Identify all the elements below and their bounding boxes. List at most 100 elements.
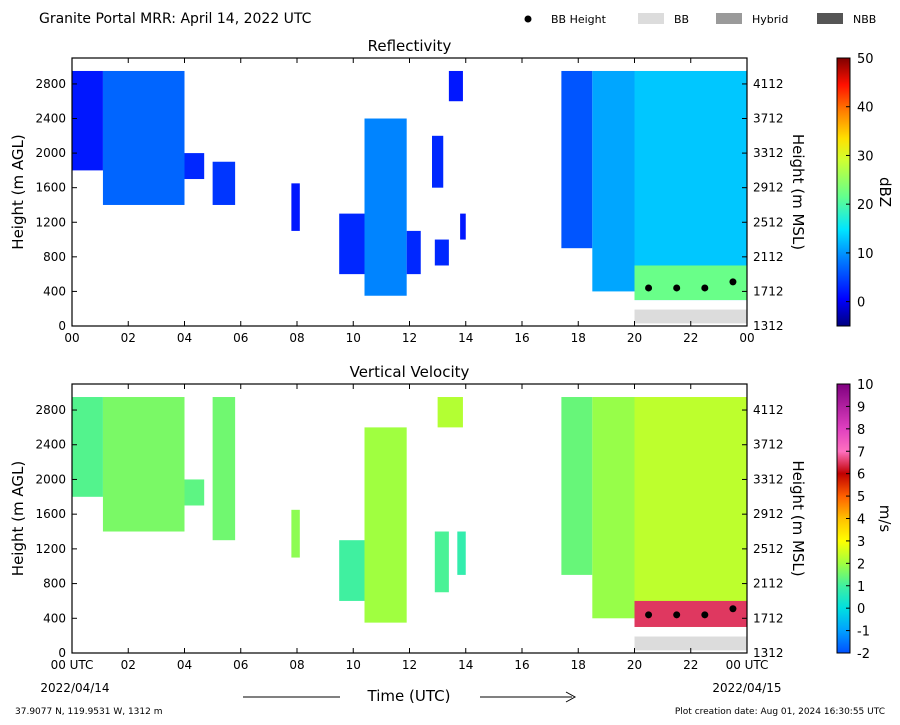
y-tick-label: 2800 (35, 403, 66, 417)
colorbar-tick-label: 1 (857, 580, 865, 595)
x-tick-label: 14 (458, 331, 473, 345)
bright-band-flag (634, 636, 747, 651)
x-tick-label: 20 (627, 331, 642, 345)
data-segment (448, 70, 463, 102)
data-segment (72, 70, 103, 171)
y-axis-title: Height (m AGL) (9, 461, 27, 576)
colorbar-tick-label: -2 (857, 647, 870, 662)
colorbar-tick-label: 3 (857, 535, 865, 550)
colorbar-tick-label: 6 (857, 468, 865, 483)
colorbar-tick-label: 0 (857, 602, 865, 617)
data-segment (184, 479, 205, 506)
y-tick-label: 2400 (35, 112, 66, 126)
y-axis-title: Height (m AGL) (9, 134, 27, 249)
bb-height-point (729, 278, 737, 286)
y-axis-title-right: Height (m MSL) (789, 134, 807, 250)
bb-height-point (729, 605, 737, 613)
start-date-label: 2022/04/14 (40, 681, 109, 695)
x-tick-label: 06 (233, 658, 248, 672)
data-segment (561, 70, 593, 249)
data-segment (457, 531, 466, 575)
x-tick-label: 00 UTC (51, 658, 94, 672)
x-tick-label: 04 (177, 658, 192, 672)
y-tick-label-right: 3312 (753, 146, 784, 160)
data-segment (212, 397, 236, 541)
legend-label: BB Height (551, 13, 607, 26)
bb-height-point (673, 611, 681, 619)
colorbar-tick-label: 0 (857, 296, 865, 311)
x-tick-label: 16 (514, 331, 529, 345)
data-segment (102, 70, 185, 205)
data-segment (561, 397, 593, 575)
colorbar-label: m/s (876, 505, 894, 533)
colorbar-tick-label: 2 (857, 557, 865, 572)
colorbar-tick-label: -1 (857, 625, 870, 640)
legend-label: NBB (853, 13, 876, 26)
data-segment (406, 230, 421, 275)
legend: BB Height BB Hybrid NBB (524, 13, 876, 26)
end-date-label: 2022/04/15 (712, 681, 781, 695)
y-tick-label-right: 2112 (753, 577, 784, 591)
y-tick-label-right: 4112 (753, 403, 784, 417)
x-tick-label: 08 (289, 331, 304, 345)
bb-height-point (673, 284, 681, 292)
bb-height-point (645, 611, 653, 619)
data-segment (634, 265, 747, 301)
x-tick-label: 12 (402, 658, 417, 672)
y-tick-label: 1600 (35, 181, 66, 195)
data-segment (72, 397, 103, 497)
x-tick-label: 18 (571, 331, 586, 345)
data-segment (364, 118, 407, 296)
x-tick-label: 00 (739, 331, 754, 345)
x-tick-label: 00 UTC (726, 658, 769, 672)
y-tick-label-right: 3712 (753, 438, 784, 452)
x-tick-label: 22 (683, 658, 698, 672)
x-tick-label: 14 (458, 658, 473, 672)
y-tick-label-right: 2912 (753, 507, 784, 521)
bb-height-point (645, 284, 653, 292)
colorbar-tick-label: 40 (857, 101, 874, 116)
x-axis-title: Time (UTC) (367, 687, 451, 705)
x-tick-label: 06 (233, 331, 248, 345)
data-segment (102, 397, 185, 532)
data-segment (634, 397, 747, 627)
data-segment (291, 183, 300, 231)
data-segment (434, 239, 449, 266)
data-segment (434, 531, 449, 593)
x-tick-label: 00 (64, 331, 79, 345)
legend-swatch (817, 13, 843, 24)
x-tick-label: 16 (514, 658, 529, 672)
y-tick-label: 400 (43, 611, 66, 625)
y-tick-label-right: 2512 (753, 542, 784, 556)
y-tick-label-right: 2912 (753, 181, 784, 195)
colorbar-tick-label: 4 (857, 513, 865, 528)
x-tick-label: 20 (627, 658, 642, 672)
colorbar-label: dBZ (876, 177, 894, 207)
colorbar-tick-label: 20 (857, 198, 874, 213)
x-tick-label: 04 (177, 331, 192, 345)
y-tick-label: 2400 (35, 438, 66, 452)
data-segment (592, 397, 635, 619)
data-segment (592, 70, 635, 292)
y-tick-label: 800 (43, 250, 66, 264)
location-label: 37.9077 N, 119.9531 W, 1312 m (15, 707, 163, 717)
y-tick-label: 0 (58, 319, 66, 333)
y-tick-label: 2000 (35, 472, 66, 486)
data-segment (634, 600, 747, 627)
colorbar-tick-label: 7 (857, 445, 865, 460)
x-tick-label: 10 (346, 658, 361, 672)
colorbar-tick-label: 8 (857, 423, 865, 438)
y-tick-label: 400 (43, 284, 66, 298)
bb-height-legend-dot (524, 15, 532, 23)
y-tick-label: 2000 (35, 146, 66, 160)
colorbar-tick-label: 30 (857, 149, 874, 164)
y-tick-label: 1200 (35, 542, 66, 556)
figure-title: Granite Portal MRR: April 14, 2022 UTC (39, 11, 312, 27)
colorbar (836, 57, 851, 327)
y-tick-label: 800 (43, 577, 66, 591)
legend-label: BB (674, 13, 689, 26)
x-tick-label: 12 (402, 331, 417, 345)
panel-title: Reflectivity (368, 37, 452, 55)
